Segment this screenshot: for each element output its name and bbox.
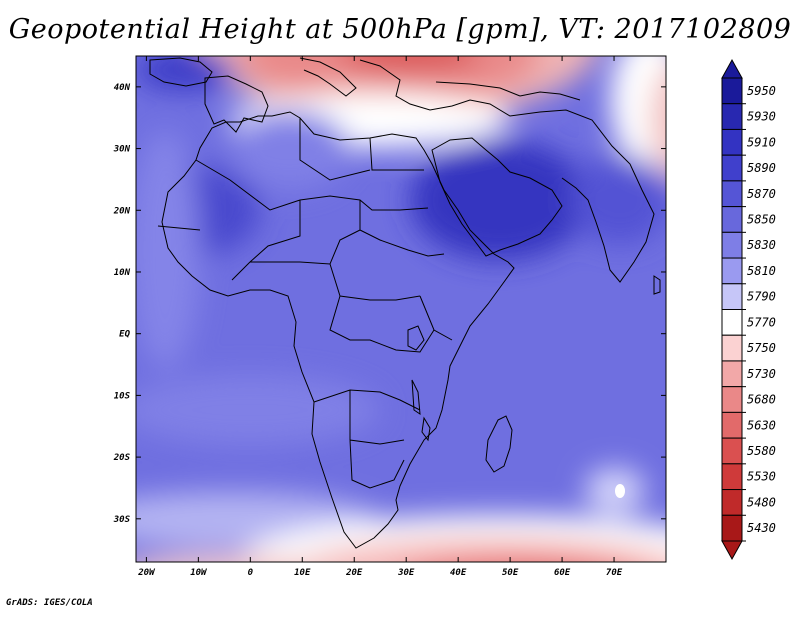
colorbar-swatch — [721, 128, 743, 156]
colorbar-label: 5480 — [747, 495, 776, 509]
colorbar-label: 5950 — [747, 84, 776, 98]
colorbar-swatch — [721, 309, 743, 336]
lat-tick-label: 30S — [113, 515, 131, 525]
colorbar-swatch — [721, 103, 743, 130]
lon-tick-label: 10W — [190, 568, 208, 578]
lon-tick-label: 70E — [606, 568, 623, 578]
colorbar-swatch — [721, 463, 743, 491]
plot-frame — [135, 55, 667, 563]
lat-tick-label: 20N — [113, 206, 131, 216]
colorbar-swatch — [721, 180, 743, 208]
lon-tick-label: 50E — [502, 568, 519, 578]
coastlines — [149, 57, 661, 549]
colorbar-label: 5850 — [747, 212, 776, 226]
colorbar-swatch — [721, 386, 743, 413]
colorbar-swatch — [721, 514, 743, 542]
height-field — [136, 56, 666, 562]
colorbar-label: 5750 — [747, 341, 776, 355]
longitude-axis: 20W 10W 0 10E 20E 30E 40E 50E 60E 70E — [137, 56, 623, 578]
colorbar-label: 5890 — [747, 161, 776, 175]
colorbar-label: 5810 — [747, 264, 776, 278]
lat-tick-label: 20S — [113, 453, 131, 463]
colorbar-label: 5910 — [747, 135, 776, 149]
lon-tick-label: 40E — [450, 568, 467, 578]
colorbar-arrow-top — [721, 58, 743, 79]
colorbar-swatch — [721, 411, 743, 439]
colorbar-swatch — [721, 283, 743, 310]
colorbar-swatch — [721, 360, 743, 388]
colorbar-swatch — [721, 334, 743, 362]
colorbar-label: 5770 — [747, 315, 776, 329]
map-title: Geopotential Height at 500hPa [gpm], VT:… — [8, 14, 792, 45]
colorbar-label: 5830 — [747, 238, 776, 252]
lon-tick-label: 60E — [554, 568, 571, 578]
colorbar-swatch — [721, 489, 743, 516]
lat-tick-label: 40N — [114, 83, 131, 93]
colorbar-label: 5580 — [747, 444, 776, 458]
colorbar: 5950 5930 5910 5890 5870 5850 5830 5810 5790 5770… — [721, 58, 776, 561]
colorbar-label: 5630 — [747, 418, 776, 432]
colorbar-label: 5430 — [747, 521, 776, 535]
colorbar-label: 5870 — [747, 187, 776, 201]
colorbar-label: 5730 — [747, 367, 776, 381]
lon-tick-label: 20W — [137, 568, 156, 578]
lat-tick-label: 30N — [113, 145, 131, 155]
latitude-axis: 40N 30N 20N 10N EQ 10S 20S 30S — [113, 83, 666, 525]
lon-tick-label: 0 — [248, 568, 254, 578]
lat-tick-label: EQ — [119, 330, 130, 340]
colorbar-label: 5530 — [747, 470, 776, 484]
colorbar-swatch — [721, 206, 743, 233]
colorbar-label: 5790 — [747, 290, 776, 304]
colorbar-swatch — [721, 77, 743, 105]
colorbar-swatch — [721, 154, 743, 182]
lon-tick-label: 30E — [397, 568, 415, 578]
lat-tick-label: 10N — [114, 268, 131, 278]
colorbar-label: 5680 — [747, 393, 776, 407]
grads-credit: GrADS: IGES/COLA — [6, 598, 93, 608]
lon-tick-label: 20E — [345, 568, 363, 578]
colorbar-swatch — [721, 437, 743, 465]
colorbar-swatch — [721, 257, 743, 285]
colorbar-arrow-bottom — [721, 540, 743, 561]
colorbar-swatch — [721, 231, 743, 259]
lat-tick-label: 10S — [114, 391, 131, 401]
colorbar-label: 5930 — [747, 110, 776, 124]
lon-tick-label: 10E — [294, 568, 311, 578]
